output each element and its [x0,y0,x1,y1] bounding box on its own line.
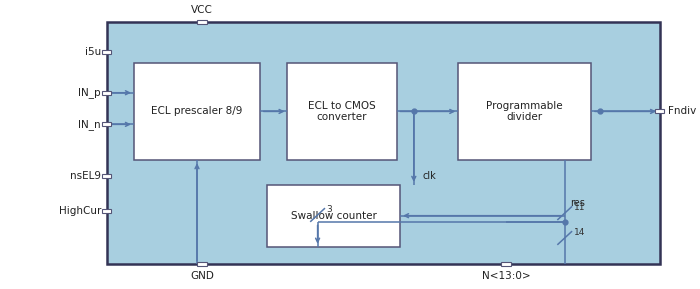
Text: IN_n: IN_n [78,119,101,130]
Text: GND: GND [190,271,214,281]
Bar [458,62,592,160]
Text: 3: 3 [326,205,332,214]
Bar [134,62,260,160]
Text: ECL to CMOS
converter: ECL to CMOS converter [308,101,376,122]
Text: 11: 11 [573,203,585,212]
Text: nsEL9: nsEL9 [70,171,101,181]
Bar [102,174,111,178]
Bar [655,110,664,114]
Text: IN_p: IN_p [78,87,101,98]
Bar [102,209,111,213]
Text: clk: clk [422,171,436,181]
Bar [102,91,111,95]
Text: 14: 14 [573,228,585,237]
Text: HighCur: HighCur [59,206,101,216]
Bar [106,22,659,264]
Text: ECL prescaler 8/9: ECL prescaler 8/9 [151,106,243,116]
Text: Swallow counter: Swallow counter [290,211,377,221]
Text: i5u: i5u [85,47,101,58]
Bar [197,20,207,24]
Text: res: res [570,199,585,208]
Bar [267,185,400,247]
Text: Fndiv: Fndiv [668,106,696,116]
Bar [501,262,511,266]
Bar [102,51,111,55]
Bar [197,262,207,266]
Bar [102,122,111,126]
Text: VCC: VCC [191,5,213,15]
Bar [288,62,397,160]
Text: Programmable
divider: Programmable divider [486,101,563,122]
Text: N<13:0>: N<13:0> [482,271,531,281]
